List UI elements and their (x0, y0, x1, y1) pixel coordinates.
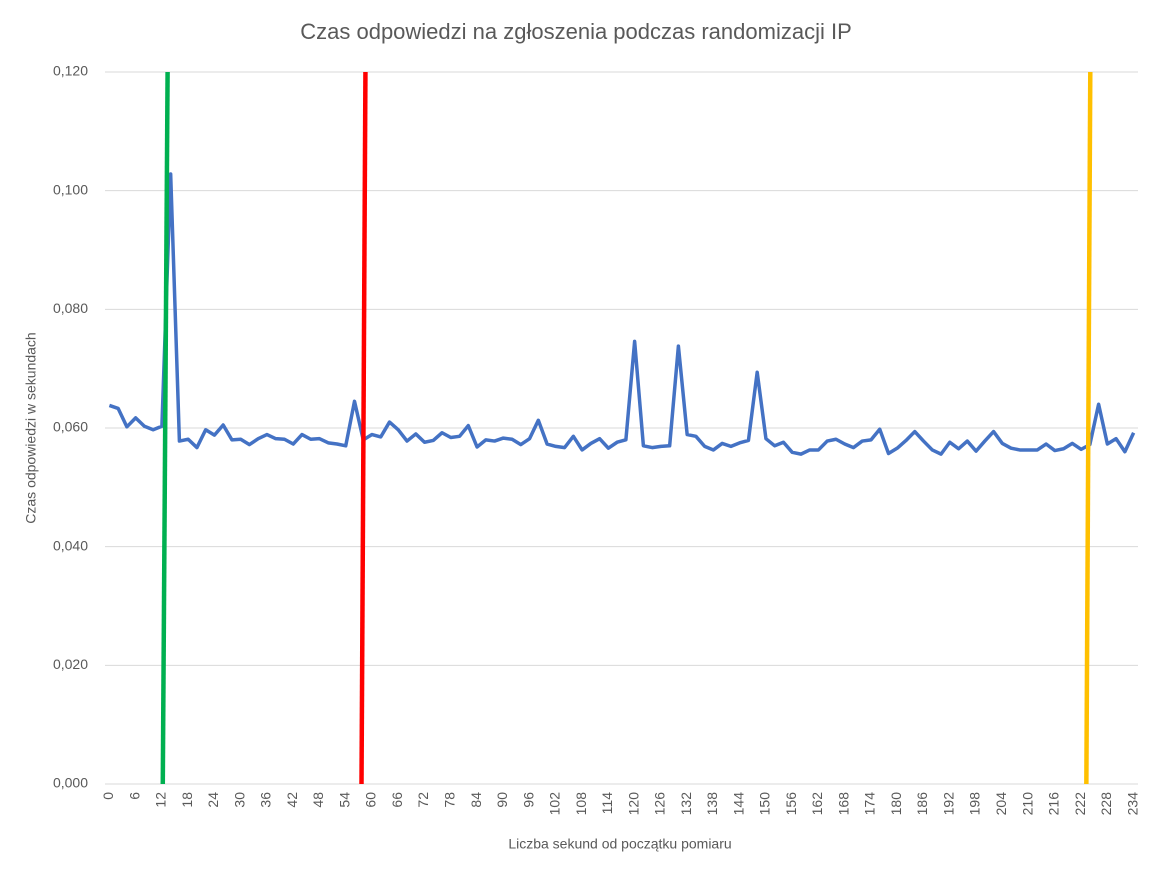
event-marker (1084, 71, 1093, 785)
x-tick-label: 114 (599, 792, 615, 815)
x-tick-label: 234 (1124, 792, 1140, 816)
x-tick-label: 90 (494, 792, 510, 808)
y-tick-label: 0,000 (53, 775, 88, 791)
x-tick-label: 138 (704, 792, 720, 816)
y-axis-label: Czas odpowiedzi w sekundach (23, 332, 39, 523)
event-marker (359, 71, 368, 785)
x-tick-label: 24 (205, 792, 221, 808)
chart-title: Czas odpowiedzi na zgłoszenia podczas ra… (300, 19, 852, 44)
event-marker (160, 71, 170, 785)
x-tick-label: 48 (310, 792, 326, 808)
y-tick-label: 0,060 (53, 419, 88, 435)
x-tick-label: 144 (730, 792, 746, 816)
y-tick-label: 0,080 (53, 300, 88, 316)
x-tick-label: 96 (520, 792, 536, 808)
x-tick-label: 180 (888, 792, 904, 816)
x-tick-label: 174 (862, 792, 878, 816)
x-tick-label: 186 (914, 792, 930, 816)
y-tick-label: 0,100 (53, 181, 88, 197)
x-tick-label: 222 (1072, 792, 1088, 816)
y-tick-label: 0,120 (53, 63, 88, 79)
x-tick-label: 18 (179, 792, 195, 808)
x-tick-label: 108 (573, 792, 589, 816)
x-tick-label: 84 (468, 792, 484, 808)
x-tick-label: 156 (783, 792, 799, 816)
x-tick-label: 36 (258, 792, 274, 808)
x-tick-label: 198 (967, 792, 983, 816)
x-axis-label: Liczba sekund od początku pomiaru (508, 836, 731, 852)
x-tick-label: 0 (100, 792, 116, 800)
x-tick-label: 168 (835, 792, 851, 816)
y-tick-label: 0,020 (53, 656, 88, 672)
y-tick-label: 0,040 (53, 537, 88, 553)
x-tick-label: 210 (1019, 792, 1035, 816)
x-tick-label: 54 (336, 792, 352, 808)
x-tick-label: 60 (363, 792, 379, 808)
x-tick-label: 42 (284, 792, 300, 808)
x-tick-label: 162 (809, 792, 825, 816)
x-tick-label: 192 (940, 792, 956, 816)
x-tick-label: 30 (231, 792, 247, 808)
x-tick-label: 120 (625, 792, 641, 816)
x-tick-label: 126 (652, 792, 668, 816)
x-tick-label: 66 (389, 792, 405, 808)
x-tick-label: 204 (993, 792, 1009, 816)
x-tick-label: 228 (1098, 792, 1114, 816)
x-tick-label: 102 (547, 792, 563, 816)
x-tick-label: 72 (415, 792, 431, 808)
x-tick-label: 6 (126, 792, 142, 800)
x-tick-label: 132 (678, 792, 694, 816)
x-tick-label: 12 (153, 792, 169, 808)
x-tick-label: 150 (757, 792, 773, 816)
data-line (108, 172, 1136, 456)
x-tick-label: 78 (441, 792, 457, 808)
x-tick-label: 216 (1046, 792, 1062, 816)
